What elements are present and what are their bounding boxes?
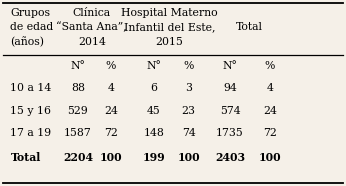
Text: 2014: 2014 bbox=[78, 37, 106, 47]
Text: 10 a 14: 10 a 14 bbox=[10, 83, 52, 93]
Text: 17 a 19: 17 a 19 bbox=[10, 128, 52, 138]
Text: 24: 24 bbox=[263, 106, 277, 116]
Text: Clínica: Clínica bbox=[73, 8, 111, 18]
Text: 6: 6 bbox=[151, 83, 157, 93]
Text: 100: 100 bbox=[258, 152, 281, 163]
Text: 2403: 2403 bbox=[215, 152, 245, 163]
Text: %: % bbox=[183, 61, 194, 71]
Text: 4: 4 bbox=[266, 83, 273, 93]
Text: 74: 74 bbox=[182, 128, 195, 138]
Text: 199: 199 bbox=[143, 152, 165, 163]
Text: Infantil del Este,: Infantil del Este, bbox=[124, 22, 215, 32]
Text: 94: 94 bbox=[223, 83, 237, 93]
Text: 1587: 1587 bbox=[64, 128, 92, 138]
Text: N°: N° bbox=[71, 61, 85, 71]
Text: 100: 100 bbox=[99, 152, 122, 163]
Text: “Santa Ana”,: “Santa Ana”, bbox=[56, 22, 127, 32]
Text: 2015: 2015 bbox=[156, 37, 183, 47]
Text: 23: 23 bbox=[182, 106, 195, 116]
Text: 148: 148 bbox=[144, 128, 164, 138]
Text: 529: 529 bbox=[67, 106, 88, 116]
Text: Total: Total bbox=[10, 152, 41, 163]
Text: Grupos: Grupos bbox=[10, 8, 51, 18]
Text: 2204: 2204 bbox=[63, 152, 93, 163]
Text: 88: 88 bbox=[71, 83, 85, 93]
Text: 72: 72 bbox=[263, 128, 277, 138]
Text: %: % bbox=[265, 61, 275, 71]
Text: (años): (años) bbox=[10, 37, 44, 47]
Text: 100: 100 bbox=[177, 152, 200, 163]
Text: de edad: de edad bbox=[10, 22, 54, 32]
Text: 15 y 16: 15 y 16 bbox=[10, 106, 51, 116]
Text: 4: 4 bbox=[107, 83, 114, 93]
Text: 72: 72 bbox=[104, 128, 118, 138]
Text: 3: 3 bbox=[185, 83, 192, 93]
Text: %: % bbox=[106, 61, 116, 71]
Text: N°: N° bbox=[223, 61, 237, 71]
Text: 24: 24 bbox=[104, 106, 118, 116]
Text: Hospital Materno: Hospital Materno bbox=[121, 8, 218, 18]
Text: N°: N° bbox=[147, 61, 161, 71]
Text: 574: 574 bbox=[220, 106, 240, 116]
Text: 45: 45 bbox=[147, 106, 161, 116]
Text: Total: Total bbox=[236, 22, 263, 32]
Text: 1735: 1735 bbox=[216, 128, 244, 138]
